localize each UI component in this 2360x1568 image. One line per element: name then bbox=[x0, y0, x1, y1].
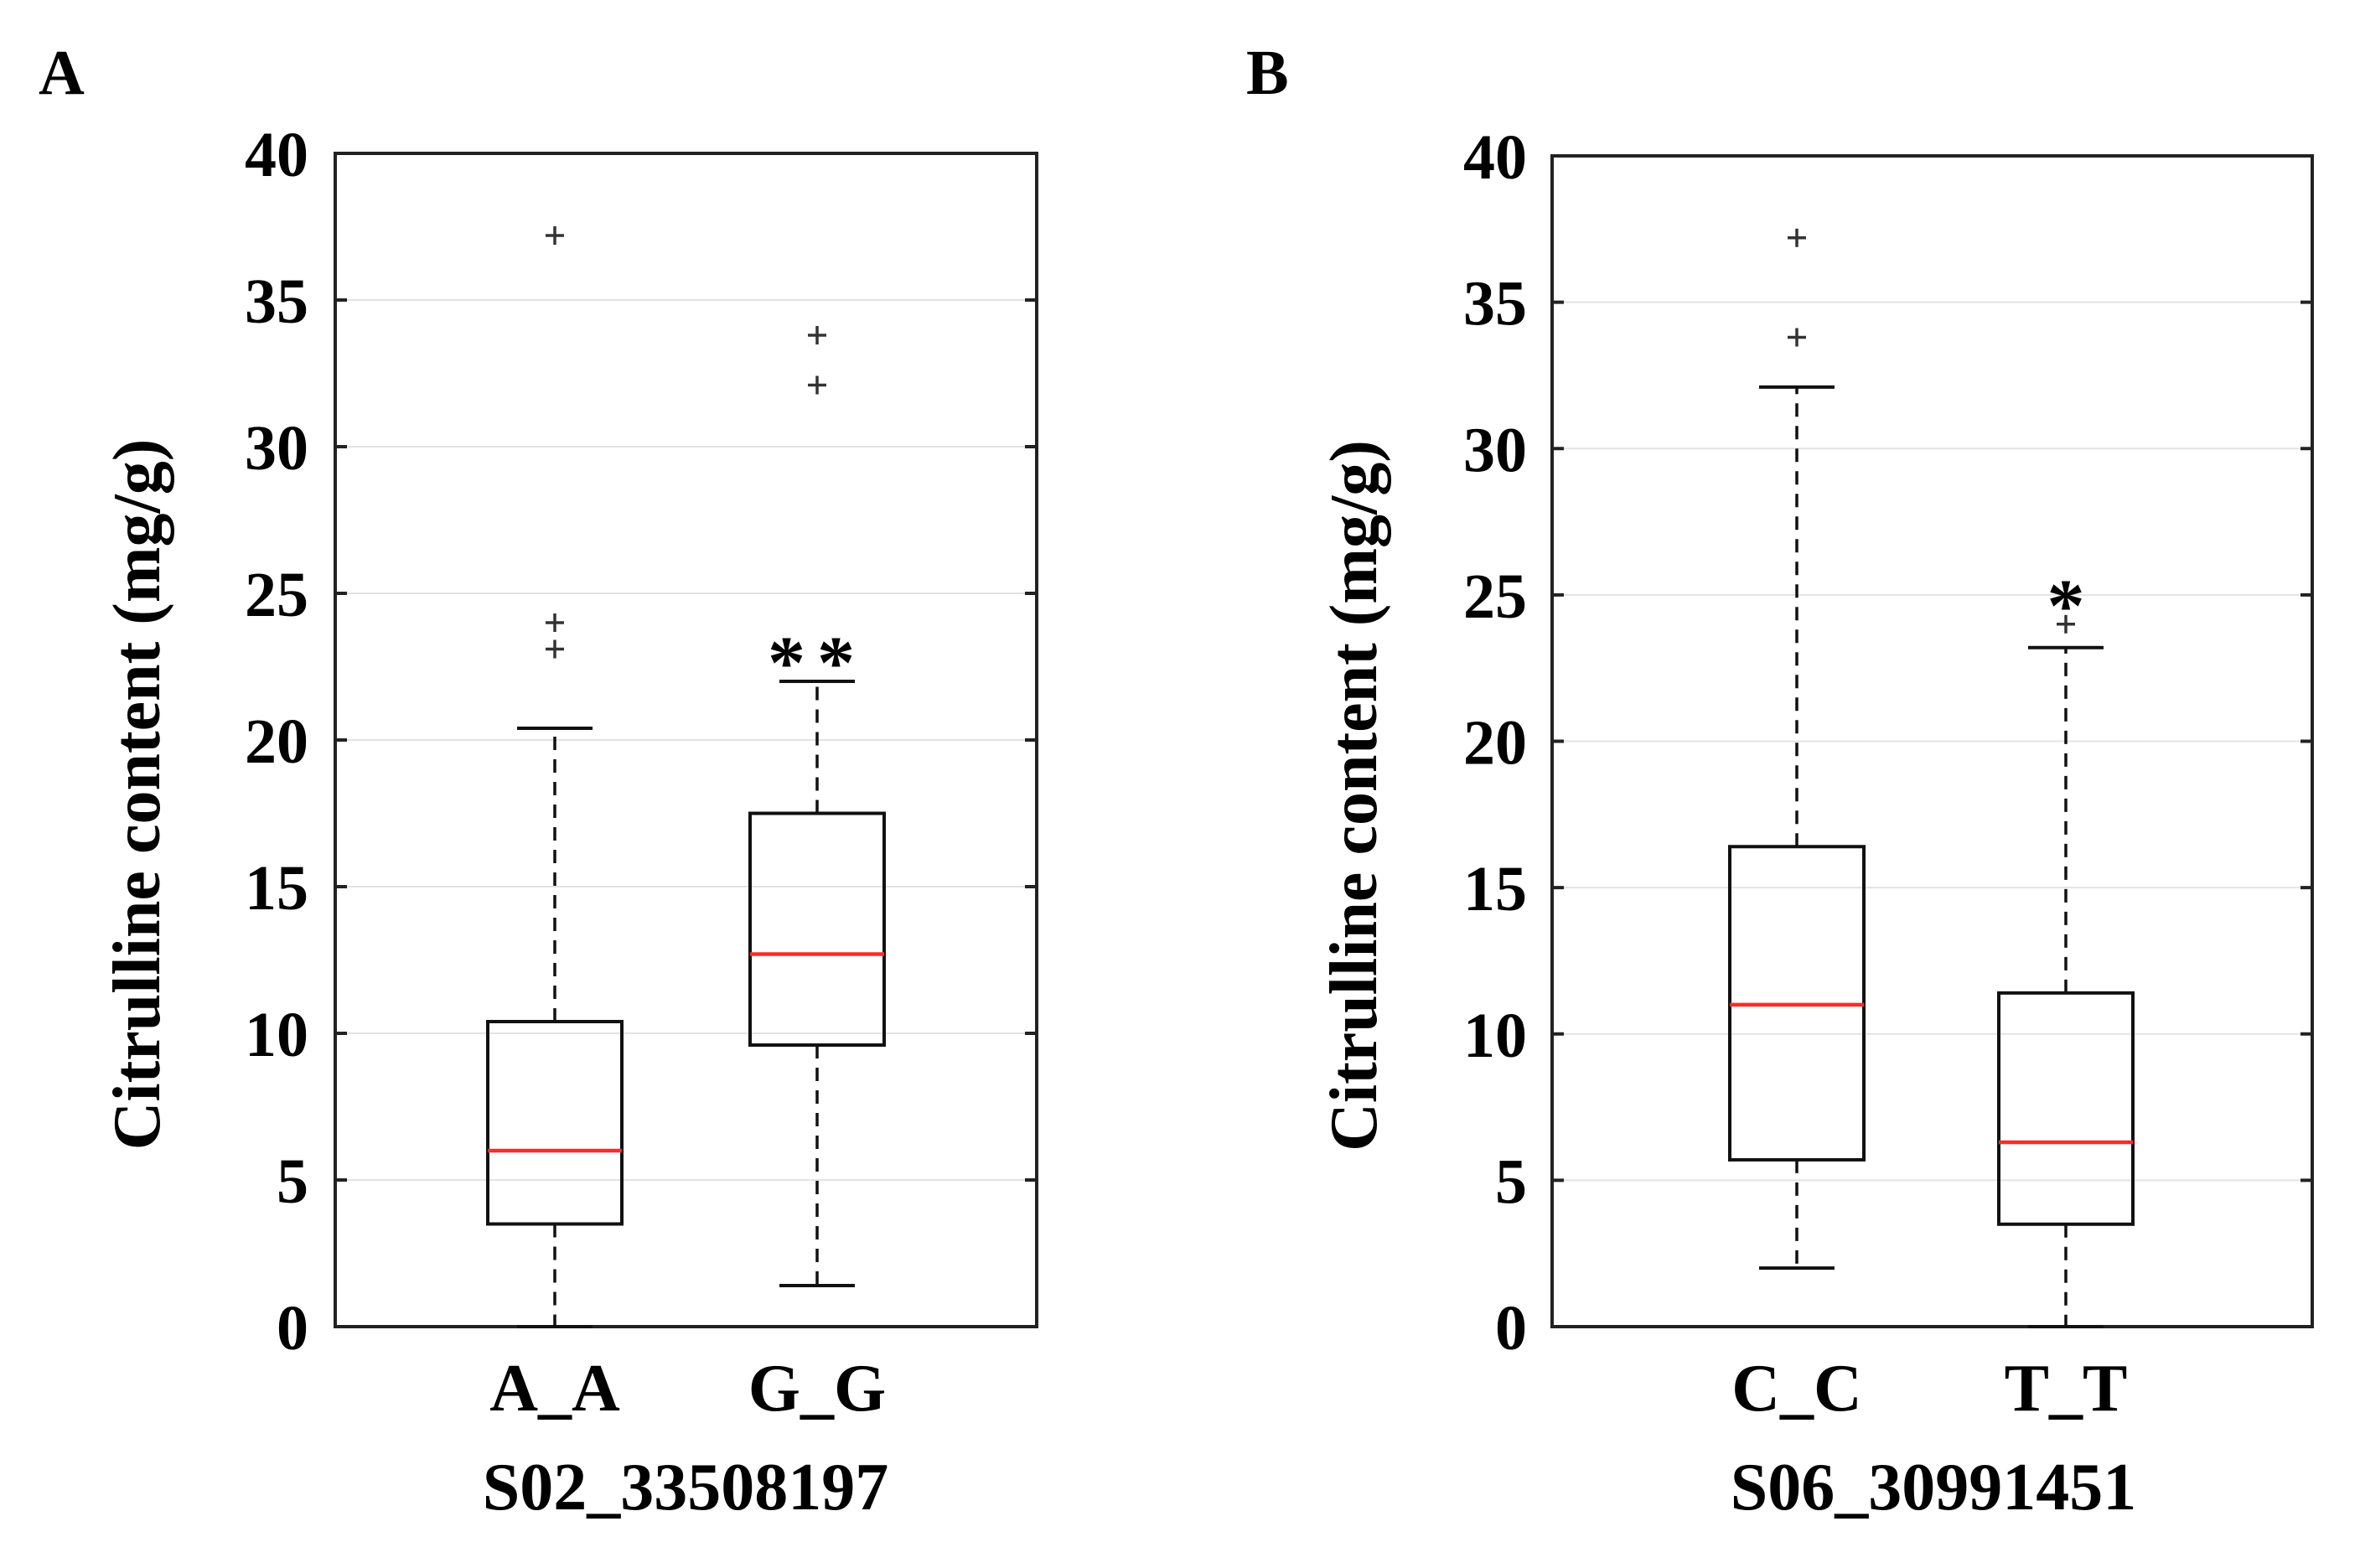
y-tick-label: 40 bbox=[245, 120, 308, 190]
outlier-marker bbox=[1788, 328, 1806, 347]
box-group-g-g: ** G_G bbox=[748, 326, 886, 1426]
box-group-t-t: * T_T bbox=[1997, 565, 2135, 1426]
iqr-box bbox=[1997, 991, 2135, 1226]
y-tick-label: 0 bbox=[277, 1293, 308, 1364]
box-group-c-c: C_C bbox=[1728, 228, 1866, 1426]
x-axis-title: S02_33508197 bbox=[483, 1451, 889, 1524]
y-tick-label: 20 bbox=[245, 706, 308, 777]
y-tick-label: 5 bbox=[1495, 1146, 1527, 1217]
x-category-label: G_G bbox=[748, 1352, 886, 1426]
outlier-marker bbox=[546, 613, 564, 632]
y-tick-label: 35 bbox=[1463, 269, 1527, 339]
box-group-a-a: A_A bbox=[486, 226, 624, 1426]
y-axis-title: Citrulline content (mg/g) bbox=[101, 439, 174, 1151]
x-category-label: C_C bbox=[1731, 1352, 1862, 1426]
outlier-marker bbox=[546, 639, 564, 659]
x-category-label: A_A bbox=[489, 1352, 620, 1426]
boxplot-panel-a: A 0 5 10 15 20 25 30 35 40 Citrulline content (mg/… bbox=[39, 38, 1038, 1524]
significance-marker: ** bbox=[768, 622, 867, 705]
y-tick-label: 10 bbox=[1463, 1001, 1527, 1071]
y-tick-label: 25 bbox=[245, 560, 308, 630]
y-tick-label: 30 bbox=[245, 413, 308, 484]
boxplot-panel-b: B 0 5 10 15 20 25 30 35 40 Citrulline content (mg/… bbox=[1246, 38, 2314, 1524]
outlier-marker bbox=[546, 226, 564, 245]
y-tick-label: 5 bbox=[277, 1146, 308, 1217]
panel-label: B bbox=[1246, 38, 1289, 108]
y-tick-label: 15 bbox=[1463, 854, 1527, 924]
iqr-box bbox=[748, 811, 886, 1047]
y-tick-label: 40 bbox=[1463, 122, 1527, 193]
significance-marker: * bbox=[2047, 565, 2085, 648]
y-tick-label: 0 bbox=[1495, 1293, 1527, 1364]
outlier-marker bbox=[808, 375, 826, 395]
panel-label: A bbox=[39, 38, 85, 108]
y-tick-label: 35 bbox=[245, 267, 308, 337]
y-tick-label: 10 bbox=[245, 1000, 308, 1070]
y-tick-label: 30 bbox=[1463, 415, 1527, 485]
x-category-label: T_T bbox=[2005, 1352, 2128, 1426]
y-axis-title: Citrulline content (mg/g) bbox=[1317, 440, 1391, 1151]
x-axis-title: S06_30991451 bbox=[1731, 1451, 2137, 1524]
y-tick-label: 20 bbox=[1463, 708, 1527, 779]
outlier-marker bbox=[2057, 614, 2075, 634]
outlier-marker bbox=[1788, 228, 1806, 247]
y-tick-label: 25 bbox=[1463, 561, 1527, 632]
y-tick-label: 15 bbox=[245, 853, 308, 924]
iqr-box bbox=[486, 1020, 624, 1226]
outlier-marker bbox=[808, 326, 826, 344]
